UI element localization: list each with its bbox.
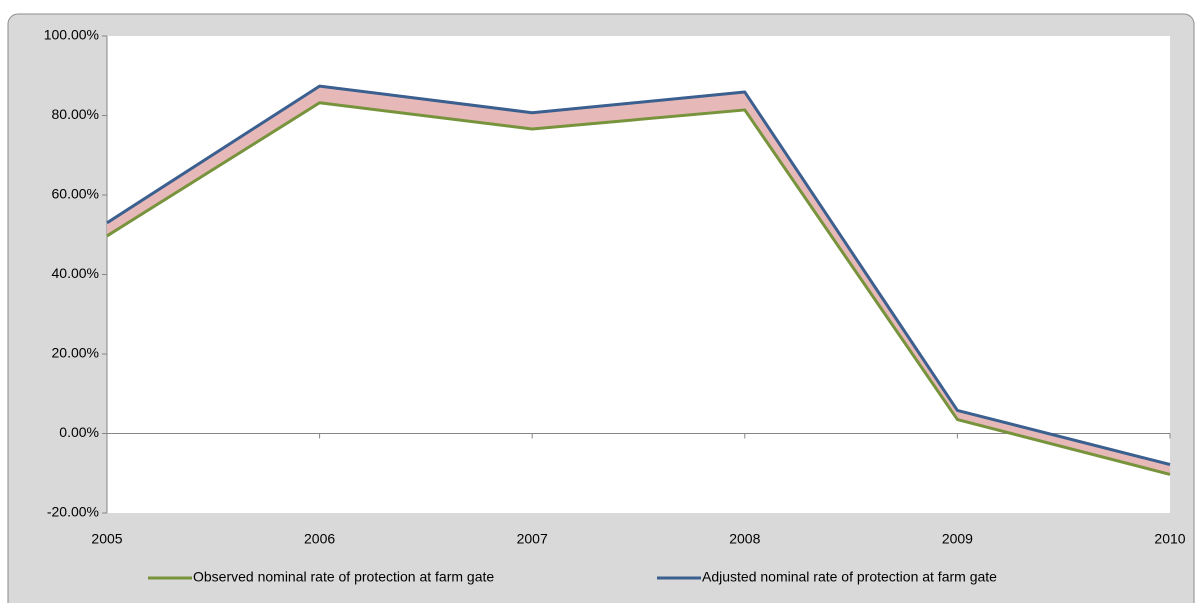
y-tick-label: 20.00% (52, 345, 99, 361)
x-tick-label: 2008 (729, 531, 760, 547)
legend-label: Adjusted nominal rate of protection at f… (702, 569, 997, 585)
x-tick-label: 2005 (91, 531, 122, 547)
y-tick-label: 0.00% (59, 424, 99, 440)
y-tick-label: 60.00% (52, 186, 99, 202)
y-tick-label: 100.00% (44, 27, 99, 43)
x-tick-label: 2010 (1154, 531, 1185, 547)
y-tick-label: 80.00% (52, 106, 99, 122)
series-line (106, 84, 1171, 466)
series-line (106, 101, 1171, 476)
legend-label: Observed nominal rate of protection at f… (193, 569, 494, 585)
x-tick-label: 2009 (942, 531, 973, 547)
x-tick-label: 2007 (517, 531, 548, 547)
y-tick-label: 40.00% (52, 265, 99, 281)
x-tick-label: 2006 (304, 531, 335, 547)
y-tick-label: -20.00% (47, 504, 99, 520)
